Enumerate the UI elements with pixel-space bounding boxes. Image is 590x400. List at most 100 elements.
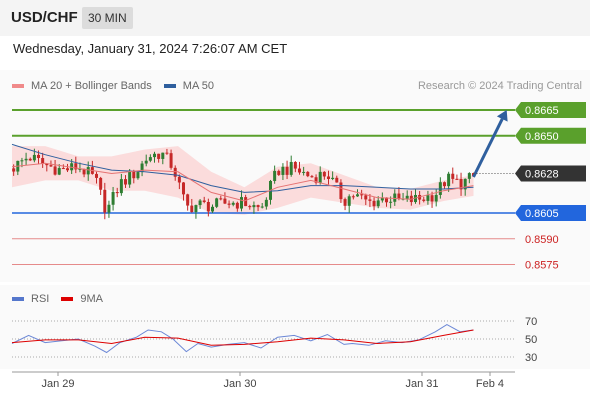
candle-body [273, 170, 277, 181]
candle [194, 204, 198, 219]
candle-body [459, 179, 463, 190]
candle [256, 204, 260, 212]
candle-body [124, 179, 128, 185]
candle-body [293, 162, 297, 169]
candle [153, 151, 157, 163]
candle [335, 175, 339, 183]
candle [306, 171, 310, 178]
ma50-line [11, 143, 474, 193]
candle-body [231, 202, 235, 205]
candle [169, 149, 173, 170]
candle-body [331, 177, 335, 179]
candle-body [277, 170, 281, 175]
candle-body [384, 197, 388, 203]
candle [314, 174, 318, 185]
candle [95, 171, 99, 184]
timeframe-button[interactable]: 30 MIN [82, 7, 133, 29]
candle-body [430, 195, 434, 202]
candle [277, 169, 281, 176]
candle-body [393, 193, 397, 202]
candle-body [157, 153, 161, 159]
candle [413, 189, 417, 204]
candle [103, 182, 107, 220]
candle [426, 190, 430, 205]
candle [397, 187, 401, 201]
candle-body [339, 182, 343, 200]
candle [451, 167, 455, 184]
candle [372, 197, 376, 211]
candle-body [239, 197, 243, 209]
candle-body [310, 176, 314, 178]
candle [310, 174, 314, 178]
candle [173, 165, 177, 181]
candle-body [467, 173, 471, 179]
candle [144, 154, 148, 167]
candle [239, 190, 243, 212]
candle [339, 179, 343, 203]
candle-body [45, 163, 49, 166]
candle-body [289, 162, 293, 175]
candle [326, 170, 330, 185]
candle-body [223, 198, 227, 204]
candle-body [41, 158, 45, 164]
candle-body [442, 182, 446, 187]
rsi-panel [0, 285, 590, 369]
rsi-swatch [12, 297, 24, 301]
candle-body [198, 200, 202, 206]
candle-body [326, 176, 330, 179]
candle [347, 194, 351, 213]
candle [136, 171, 140, 180]
candle [148, 154, 152, 163]
legend-label-ma50: MA 50 [182, 80, 214, 92]
candle-body [244, 197, 248, 207]
x-tick-label: Jan 30 [223, 378, 256, 390]
candle-body [61, 168, 65, 170]
candle [24, 152, 28, 166]
candle [405, 190, 409, 202]
candle [459, 172, 463, 196]
candle-body [128, 171, 132, 185]
candle [45, 163, 49, 172]
candle [260, 202, 264, 209]
candle-body [434, 194, 438, 202]
candle [82, 168, 86, 178]
candle-body [368, 199, 372, 201]
candle-body [463, 178, 467, 190]
candle-body [302, 171, 306, 173]
candle [53, 159, 57, 176]
candle-body [372, 200, 376, 207]
candle [322, 171, 326, 180]
candle-body [376, 200, 380, 207]
candle-body [132, 171, 136, 179]
candle [467, 172, 471, 184]
candle-body [380, 197, 384, 201]
copyright-text: Research © 2024 Trading Central [417, 80, 582, 92]
candle-body [281, 166, 285, 175]
candle-body [364, 195, 368, 200]
candle-body [389, 201, 393, 203]
candle-body [447, 173, 451, 187]
candle-body [28, 158, 32, 161]
candle-body [219, 198, 223, 200]
current-price-label: 0.8628 [525, 169, 559, 181]
candle-body [95, 173, 99, 178]
level-label-0.8650: 0.8650 [525, 131, 559, 143]
candle [364, 193, 368, 206]
candle-body [235, 202, 239, 209]
candle-body [136, 172, 140, 179]
candle-body [451, 173, 455, 179]
candle [248, 204, 252, 210]
candle [434, 188, 438, 207]
x-tick-label: Jan 31 [405, 378, 438, 390]
level-label-0.8605: 0.8605 [525, 208, 559, 220]
candle-body [99, 177, 103, 190]
candle [161, 152, 165, 165]
candle-body [20, 160, 24, 162]
rsi-tick-70: 70 [525, 316, 537, 328]
candle-body [144, 160, 148, 164]
legend-label-ma20: MA 20 + Bollinger Bands [31, 80, 152, 92]
candle-body [169, 153, 173, 168]
candle [206, 198, 210, 217]
price-legend: MA 20 + Bollinger Bands MA 50 [12, 80, 226, 92]
candle [252, 201, 256, 214]
